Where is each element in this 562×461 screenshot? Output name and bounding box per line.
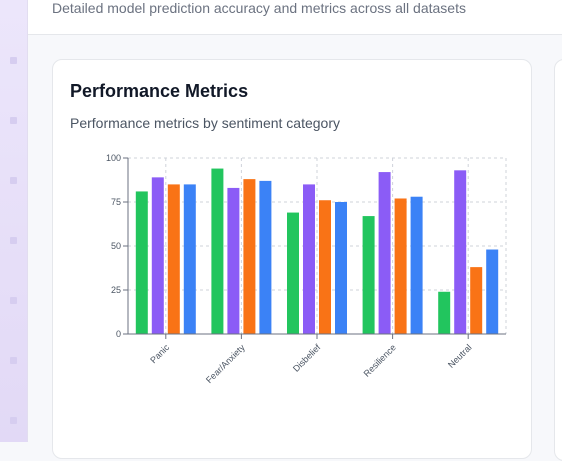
bar-neutral-series-1 [454,170,466,334]
x-tick-label: Panic [148,342,171,365]
bar-resilience-series-2 [395,198,407,334]
bar-disbelief-series-1 [303,184,315,334]
y-tick-label: 75 [111,197,121,207]
bar-resilience-series-0 [363,216,375,334]
bar-neutral-series-2 [470,267,482,334]
bar-fear-anxiety-series-0 [211,169,223,334]
bar-disbelief-series-3 [335,202,347,334]
y-tick-label: 0 [116,329,121,339]
y-tick-label: 25 [111,285,121,295]
bar-neutral-series-0 [438,292,450,334]
bar-panic-series-1 [152,177,164,334]
bar-resilience-series-1 [379,172,391,334]
bar-panic-series-2 [168,184,180,334]
bar-fear-anxiety-series-1 [227,188,239,334]
x-tick-label: Disbelief [291,342,323,374]
bar-panic-series-0 [136,191,148,334]
bar-fear-anxiety-series-2 [243,179,255,334]
bar-disbelief-series-2 [319,200,331,334]
bar-disbelief-series-0 [287,213,299,334]
bar-panic-series-3 [184,184,196,334]
x-tick-label: Resilience [362,342,398,378]
bar-neutral-series-3 [486,250,498,334]
y-tick-label: 100 [106,153,121,163]
performance-bar-chart: 0 25 50 75 100 Panic Fear/Anxiety Disbelief Resi… [0,0,562,442]
bar-resilience-series-3 [411,197,423,334]
y-tick-label: 50 [111,241,121,251]
x-tick-label: Neutral [446,342,474,370]
bar-fear-anxiety-series-3 [259,181,271,334]
x-tick-label: Fear/Anxiety [204,342,247,385]
